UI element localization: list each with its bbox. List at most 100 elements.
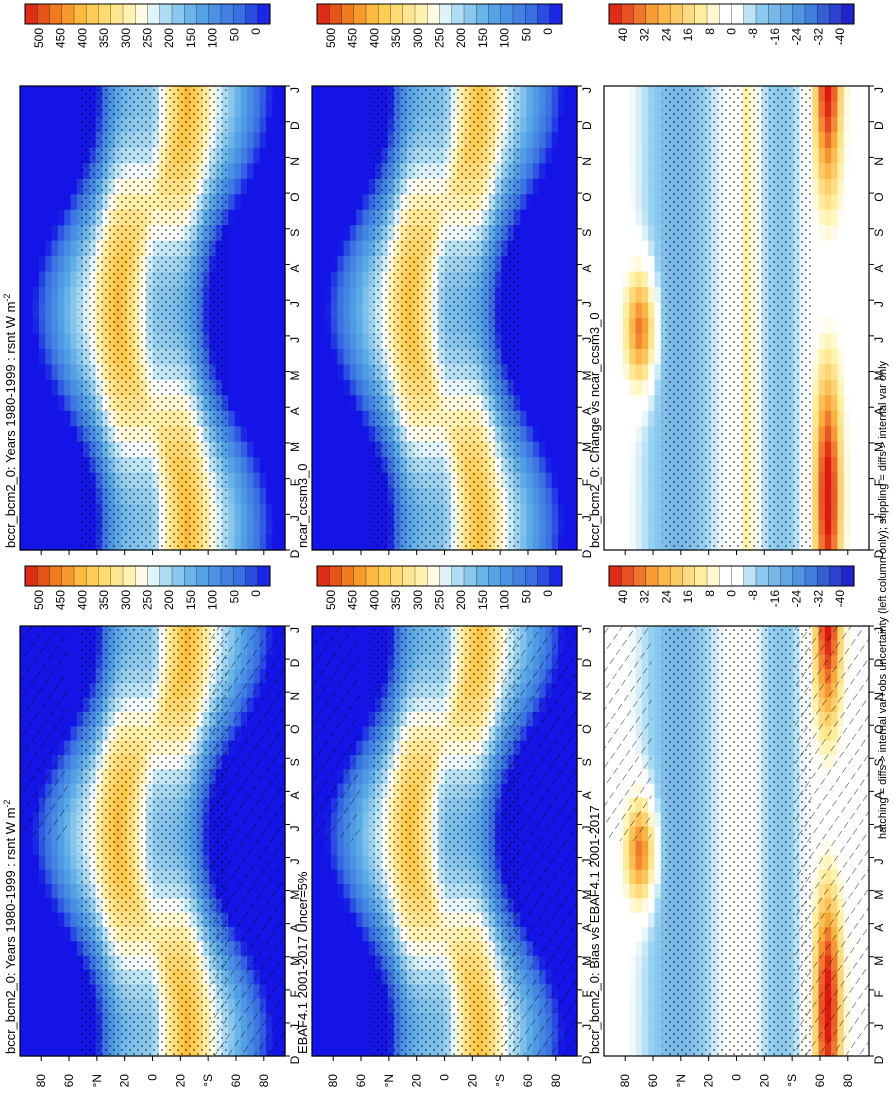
heatmap-cell bbox=[38, 116, 46, 133]
heatmap-cell bbox=[38, 998, 46, 1014]
heatmap-cell bbox=[349, 898, 357, 914]
month-tick-label: J bbox=[872, 1024, 886, 1030]
heatmap-cell bbox=[70, 503, 78, 520]
heatmap-cell bbox=[32, 998, 40, 1014]
lat-tick-label: 20 bbox=[410, 1074, 424, 1088]
heatmap-cell bbox=[362, 683, 370, 699]
heatmap-cell bbox=[45, 955, 53, 971]
heatmap-cell bbox=[228, 271, 236, 288]
heatmap-cell bbox=[635, 1027, 643, 1043]
heatmap-cell bbox=[654, 855, 662, 871]
heatmap-cell bbox=[648, 998, 656, 1014]
heatmap-cell bbox=[356, 869, 364, 885]
heatmap-cell bbox=[616, 927, 624, 942]
heatmap-cell bbox=[26, 998, 34, 1014]
heatmap-cell bbox=[604, 1041, 611, 1057]
heatmap-cell bbox=[70, 769, 78, 785]
heatmap-cell bbox=[318, 970, 326, 985]
heatmap-cell bbox=[51, 178, 59, 195]
heatmap-cell bbox=[240, 178, 248, 195]
heatmap-cell bbox=[654, 798, 662, 813]
heatmap-cell bbox=[362, 726, 370, 742]
lat-tick-label: 80 bbox=[549, 1074, 563, 1088]
heatmap-cell bbox=[51, 1013, 59, 1028]
heatmap-cell bbox=[343, 884, 351, 899]
heatmap-cell bbox=[26, 970, 34, 985]
heatmap-cell bbox=[20, 898, 27, 914]
heatmap-cell bbox=[654, 669, 662, 684]
heatmap-cell bbox=[38, 1041, 46, 1057]
heatmap-cell bbox=[20, 1041, 27, 1057]
heatmap-cell bbox=[635, 855, 643, 871]
heatmap-cell bbox=[26, 348, 34, 365]
chart-panel-3: 80 60 °N 20 0 20 °S 60 80DJFMAMJJASONDJbccr_bcm2… bbox=[587, 625, 886, 1088]
heatmap-cell bbox=[343, 898, 351, 914]
heatmap-cell bbox=[234, 426, 242, 443]
heatmap-cell bbox=[362, 626, 370, 641]
month-tick-label: M bbox=[288, 956, 302, 966]
heatmap-cell bbox=[45, 941, 53, 957]
heatmap-cell bbox=[57, 163, 65, 180]
heatmap-cell bbox=[26, 256, 34, 273]
heatmap-cell bbox=[20, 163, 27, 180]
heatmap-cell bbox=[32, 225, 40, 242]
heatmap-cell bbox=[641, 927, 649, 942]
heatmap-cell bbox=[362, 927, 370, 942]
heatmap-cell bbox=[604, 855, 611, 871]
heatmap-cell bbox=[604, 998, 611, 1014]
heatmap-cell bbox=[32, 302, 40, 319]
panel-title: bccr_bcm2_0: Bias vs EBAF4.1 2001-2017 bbox=[587, 805, 602, 1054]
heatmap-cell bbox=[228, 240, 236, 257]
heatmap-cell bbox=[57, 333, 65, 350]
heatmap-cell bbox=[20, 955, 27, 971]
heatmap-cell bbox=[228, 101, 236, 118]
heatmap-cell bbox=[616, 855, 624, 871]
heatmap-cell bbox=[343, 1013, 351, 1028]
heatmap-cell bbox=[70, 841, 78, 856]
heatmap-cell bbox=[70, 1013, 78, 1028]
heatmap-cell bbox=[324, 884, 332, 899]
heatmap-cell bbox=[51, 379, 59, 396]
heatmap-cell bbox=[57, 869, 65, 885]
heatmap-cell bbox=[641, 1013, 649, 1028]
heatmap-cell bbox=[57, 927, 65, 942]
heatmap-cell bbox=[38, 457, 46, 474]
heatmap-cell bbox=[51, 519, 59, 536]
heatmap-cell bbox=[26, 101, 34, 118]
heatmap-cell bbox=[240, 163, 248, 180]
heatmap-cell bbox=[318, 898, 326, 914]
heatmap-cell bbox=[51, 488, 59, 505]
heatmap-cell bbox=[349, 1041, 357, 1057]
heatmap-cell bbox=[324, 912, 332, 928]
lat-tick-label: 0 bbox=[730, 1074, 744, 1081]
heatmap-cell bbox=[57, 998, 65, 1014]
heatmap-cell bbox=[64, 426, 72, 443]
heatmap-cell bbox=[70, 955, 78, 971]
month-tick-label: S bbox=[580, 758, 594, 766]
heatmap-cell bbox=[26, 884, 34, 899]
heatmap-cell bbox=[641, 841, 649, 856]
lat-tick-label: 60 bbox=[62, 1074, 76, 1088]
heatmap-cell bbox=[234, 209, 242, 226]
heatmap-cell bbox=[228, 472, 236, 489]
heatmap-cell bbox=[654, 927, 662, 942]
month-tick-label: A bbox=[872, 924, 886, 932]
lat-tick-label: 80 bbox=[34, 1074, 48, 1088]
heatmap-cell bbox=[610, 841, 618, 856]
heatmap-cell bbox=[45, 503, 53, 520]
heatmap-cell bbox=[64, 147, 72, 164]
heatmap-cell bbox=[20, 271, 27, 288]
lat-tick-label: 80 bbox=[618, 1074, 632, 1088]
heatmap-cell bbox=[318, 884, 326, 899]
heatmap-cell bbox=[45, 1027, 53, 1043]
heatmap-cell bbox=[635, 912, 643, 928]
heatmap-cell bbox=[234, 503, 242, 520]
heatmap-cell bbox=[356, 912, 364, 928]
heatmap-cell bbox=[228, 178, 236, 195]
heatmap-cell bbox=[64, 395, 72, 412]
heatmap-cell bbox=[38, 194, 46, 211]
heatmap-cell bbox=[32, 240, 40, 257]
heatmap-cell bbox=[38, 318, 46, 335]
heatmap-cell bbox=[641, 898, 649, 914]
heatmap-cell bbox=[343, 912, 351, 928]
